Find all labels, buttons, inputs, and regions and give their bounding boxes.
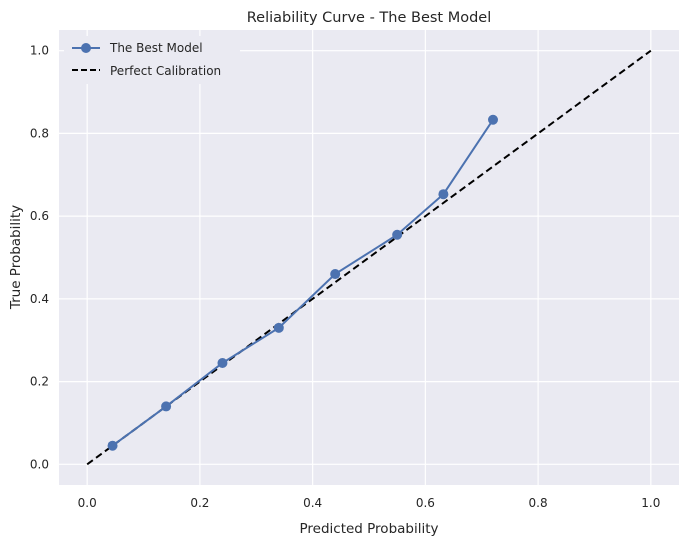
y-tick-label: 0.2 — [30, 375, 49, 389]
data-point — [107, 440, 118, 451]
y-tick-label: 0.8 — [30, 126, 49, 140]
x-tick-label: 0.4 — [303, 496, 322, 510]
data-point — [392, 229, 403, 240]
legend-label-perfect-calibration: Perfect Calibration — [110, 64, 221, 78]
y-tick-label: 1.0 — [30, 44, 49, 58]
data-point — [217, 357, 228, 368]
series-layer — [86, 49, 652, 466]
data-point — [438, 189, 449, 200]
grid-lines — [59, 30, 679, 485]
legend-label-the-best-model: The Best Model — [109, 41, 203, 55]
y-tick-label: 0.6 — [30, 209, 49, 223]
y-tick-label: 0.4 — [30, 292, 49, 306]
legend-box — [64, 36, 240, 84]
x-axis-label: Predicted Probability — [299, 521, 438, 537]
data-point — [488, 114, 498, 125]
x-tick-labels: 0.0 0.2 0.4 0.6 0.8 1.0 — [78, 496, 661, 510]
y-axis-label: True Probability — [8, 205, 24, 310]
y-tick-label: 0.0 — [30, 457, 49, 471]
data-point — [161, 401, 172, 412]
data-point — [273, 322, 284, 333]
x-tick-label: 0.8 — [529, 496, 548, 510]
series-line-the-best-model — [111, 119, 494, 447]
x-tick-label: 0.0 — [78, 496, 97, 510]
data-point — [330, 269, 341, 280]
x-tick-label: 0.2 — [190, 496, 209, 510]
x-tick-label: 0.6 — [416, 496, 435, 510]
legend-marker-the-best-model — [81, 43, 91, 53]
x-tick-label: 1.0 — [641, 496, 660, 510]
y-tick-labels: 0.0 0.2 0.4 0.6 0.8 1.0 — [30, 44, 49, 472]
chart-title: Reliability Curve - The Best Model — [247, 10, 492, 26]
legend: The Best Model Perfect Calibration — [64, 36, 240, 84]
